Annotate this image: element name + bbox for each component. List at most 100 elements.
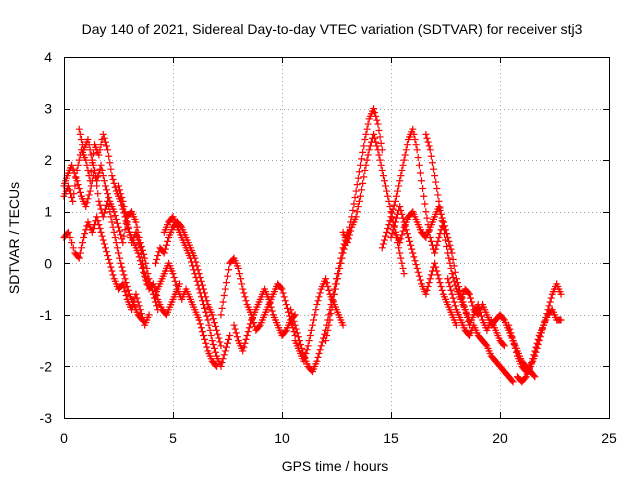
data-point — [380, 236, 388, 244]
data-point — [450, 277, 458, 285]
data-point — [379, 172, 387, 180]
data-point — [358, 155, 366, 163]
y-tick-label: 1 — [44, 204, 52, 220]
data-point — [244, 328, 252, 336]
data-point — [110, 228, 118, 236]
data-point — [499, 341, 507, 349]
data-point — [435, 275, 443, 283]
data-point — [512, 348, 520, 356]
data-point — [499, 315, 507, 323]
data-point — [142, 273, 150, 281]
data-point — [171, 277, 179, 285]
data-point — [311, 311, 319, 319]
data-point — [390, 201, 398, 209]
data-point — [531, 347, 539, 355]
data-point — [394, 187, 402, 195]
data-point — [153, 302, 161, 310]
data-point — [96, 146, 104, 154]
data-point — [77, 136, 85, 144]
data-point — [117, 190, 125, 198]
series-arc-5 — [115, 182, 184, 319]
data-point — [153, 255, 161, 263]
series-arc-10 — [230, 285, 299, 355]
data-point — [132, 228, 140, 236]
data-point — [382, 232, 390, 240]
data-point — [352, 187, 360, 195]
data-point — [200, 331, 208, 339]
data-point — [68, 161, 76, 169]
data-point — [99, 236, 107, 244]
data-point — [124, 286, 132, 294]
data-point — [132, 290, 140, 298]
data-point — [397, 206, 405, 214]
data-point — [447, 286, 455, 294]
data-point — [106, 159, 114, 167]
data-point — [118, 263, 126, 271]
data-point — [122, 279, 130, 287]
data-point — [113, 244, 121, 252]
data-point — [212, 322, 220, 330]
data-point — [76, 249, 84, 257]
data-point — [333, 280, 340, 288]
data-point — [363, 156, 371, 164]
data-point — [216, 338, 224, 346]
data-point — [95, 221, 103, 229]
data-point — [557, 316, 565, 324]
data-point — [103, 142, 111, 150]
data-point — [243, 331, 251, 339]
data-point — [392, 214, 400, 222]
data-point — [376, 156, 384, 164]
data-point — [76, 188, 84, 196]
data-point — [307, 326, 315, 334]
data-point — [396, 203, 404, 211]
data-point — [108, 172, 116, 180]
data-point — [461, 306, 469, 314]
series-arc-16 — [387, 203, 460, 329]
data-point — [383, 228, 391, 236]
data-point — [93, 213, 101, 221]
data-point — [433, 267, 441, 275]
data-point — [86, 177, 94, 185]
data-point — [116, 186, 124, 194]
data-point — [400, 270, 408, 278]
data-point — [97, 228, 105, 236]
data-point — [431, 249, 439, 257]
data-point — [374, 120, 382, 128]
data-point — [128, 306, 136, 314]
data-point — [317, 342, 325, 350]
data-point — [83, 199, 91, 207]
data-point — [411, 136, 419, 144]
data-point — [334, 275, 342, 283]
data-point — [121, 288, 129, 296]
data-point — [195, 316, 203, 324]
data-point — [210, 319, 218, 327]
data-point — [224, 272, 231, 280]
data-point — [95, 151, 103, 159]
data-point — [313, 357, 321, 365]
data-point — [532, 343, 540, 351]
data-point — [304, 342, 312, 350]
data-point — [347, 227, 355, 235]
data-point — [310, 316, 318, 324]
data-point — [194, 281, 202, 289]
data-point — [410, 253, 418, 261]
data-point — [355, 168, 363, 176]
data-point — [84, 136, 92, 144]
x-tick-label: 25 — [601, 430, 617, 446]
data-point — [339, 321, 347, 329]
data-point — [111, 234, 119, 241]
data-point — [325, 321, 333, 329]
data-point — [545, 302, 553, 310]
data-point — [437, 282, 445, 290]
data-point — [446, 259, 454, 267]
data-point — [448, 290, 456, 298]
data-point — [217, 311, 225, 319]
data-point — [109, 175, 117, 183]
data-point — [446, 241, 454, 249]
data-point — [291, 321, 299, 329]
data-point — [218, 304, 226, 312]
data-point — [220, 292, 228, 300]
data-point — [400, 156, 408, 164]
data-point — [412, 261, 420, 269]
data-point — [422, 130, 430, 138]
